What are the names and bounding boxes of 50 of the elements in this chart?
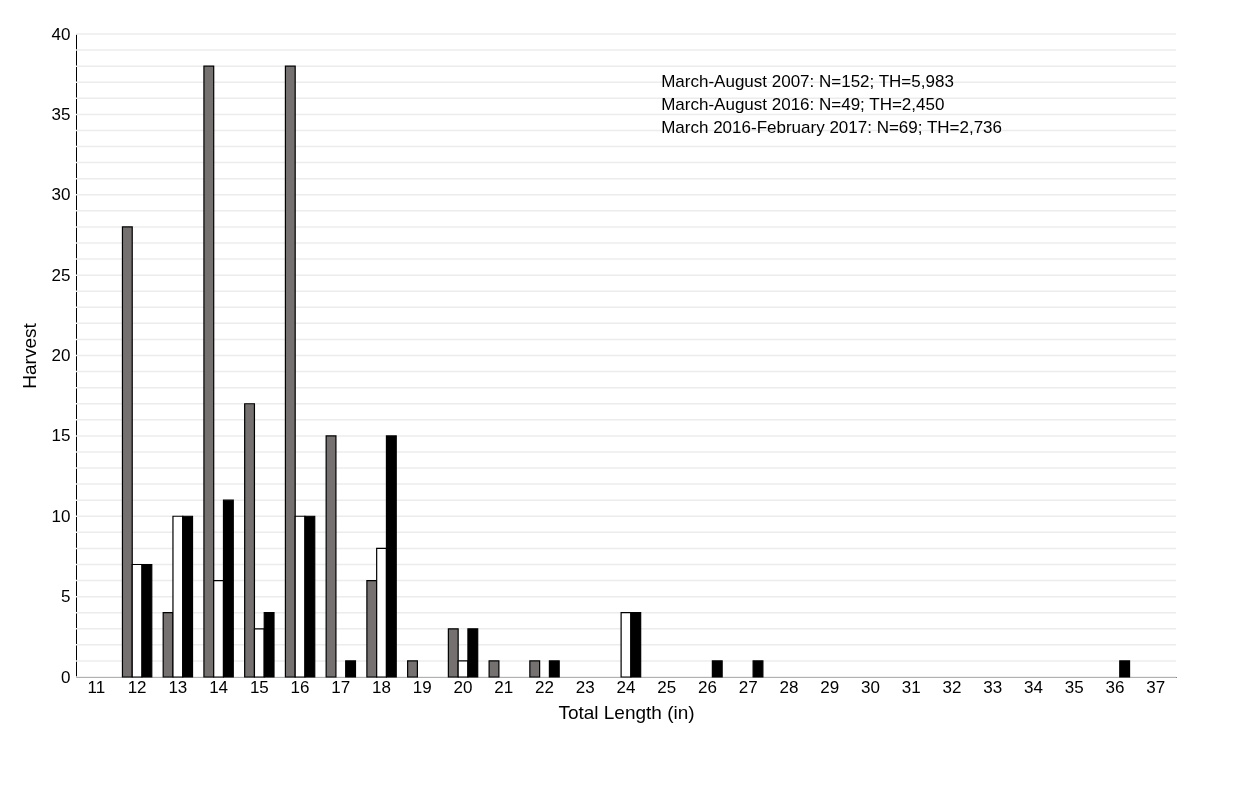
x-tick-label: 14 (209, 677, 229, 697)
y-tick-label: 0 (61, 667, 71, 687)
x-tick-label: 24 (616, 677, 636, 697)
x-tick-label: 13 (168, 677, 188, 697)
annotation: March 2016-February 2017: N=69; TH=2,736 (661, 118, 1003, 137)
x-tick-label: 17 (331, 677, 351, 697)
x-tick-label: 19 (412, 677, 432, 697)
x-tick-label: 31 (901, 677, 921, 697)
x-tick-label: 28 (779, 677, 799, 697)
x-tick-label: 30 (860, 677, 880, 697)
y-tick-label: 25 (51, 265, 71, 285)
bar (407, 660, 419, 678)
annotation: March-August 2007: N=152; TH=5,983 (661, 72, 954, 91)
x-tick-label: 37 (1146, 677, 1166, 697)
y-tick-label: 5 (61, 587, 71, 607)
bar (752, 660, 764, 678)
annotation: March-August 2016: N=49; TH=2,450 (661, 95, 945, 114)
y-tick-label: 35 (51, 104, 71, 124)
x-tick-label: 34 (1023, 677, 1043, 697)
bar (529, 660, 541, 678)
x-tick-label: 32 (942, 677, 962, 697)
y-axis-title: Harvest (18, 322, 40, 389)
y-tick-label: 40 (51, 24, 71, 44)
x-tick-label: 29 (820, 677, 840, 697)
x-tick-label: 21 (494, 677, 514, 697)
x-tick-label: 22 (535, 677, 554, 697)
x-tick-label: 11 (87, 677, 106, 697)
bar (548, 660, 560, 678)
bar (325, 435, 337, 678)
x-tick-label: 18 (372, 677, 392, 697)
x-tick-label: 25 (657, 677, 677, 697)
y-tick-label: 10 (51, 506, 71, 526)
x-tick-label: 33 (983, 677, 1003, 697)
x-tick-label: 36 (1105, 677, 1125, 697)
x-tick-label: 23 (575, 677, 595, 697)
x-tick-label: 12 (127, 677, 147, 697)
x-tick-label: 16 (290, 677, 310, 697)
bar (1119, 660, 1131, 678)
bar (711, 660, 723, 678)
x-tick-label: 27 (738, 677, 758, 697)
x-tick-label: 15 (249, 677, 269, 697)
bar (345, 660, 357, 678)
y-tick-label: 30 (51, 185, 71, 205)
x-tick-label: 35 (1064, 677, 1084, 697)
x-axis-title: Total Length (in) (558, 701, 695, 723)
y-tick-label: 15 (51, 426, 71, 446)
x-tick-label: 20 (453, 677, 473, 697)
bar (488, 660, 500, 678)
y-tick-label: 20 (51, 346, 71, 365)
x-tick-label: 26 (698, 677, 717, 697)
